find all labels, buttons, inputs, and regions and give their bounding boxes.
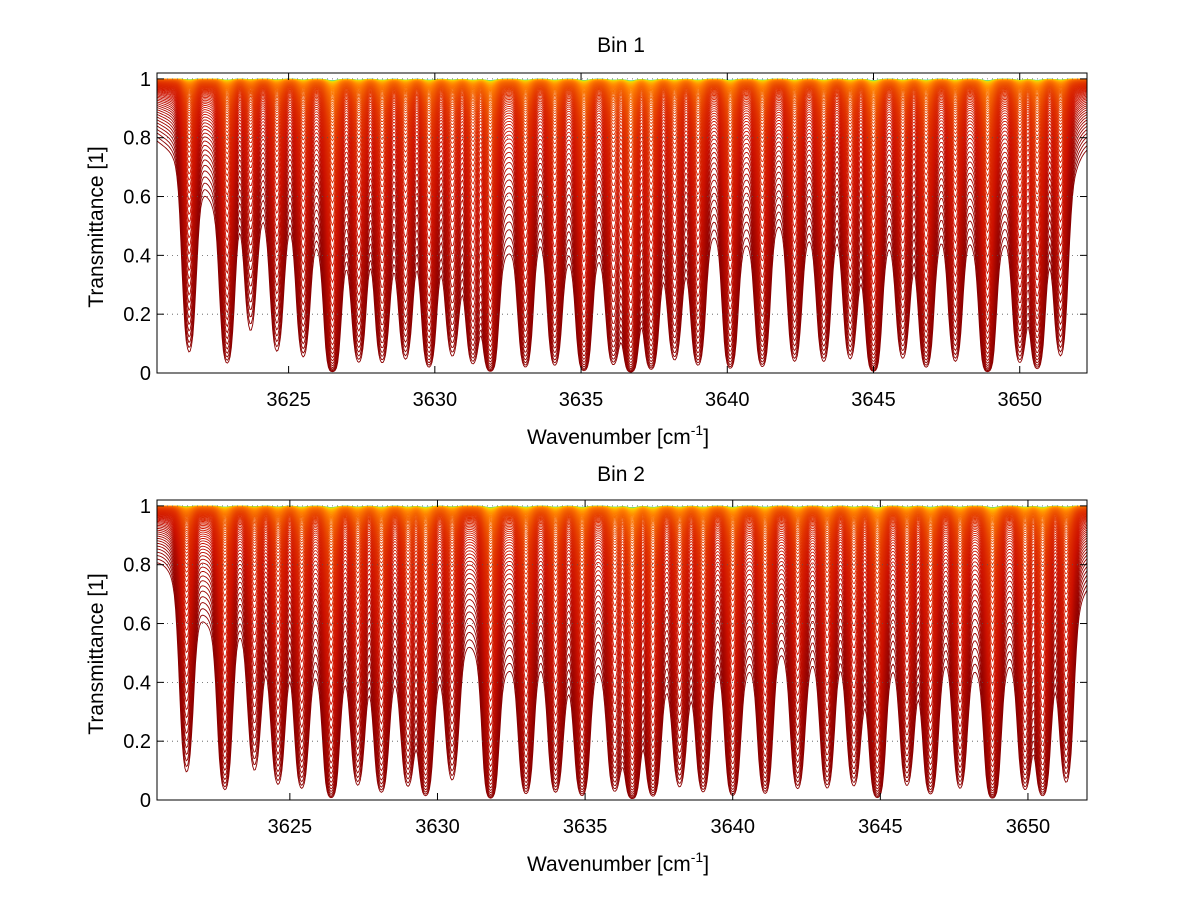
x-tick-label: 3625 xyxy=(268,816,313,838)
series-line xyxy=(157,520,1087,725)
y-tick-label: 0.8 xyxy=(123,128,151,150)
x-axis-label: Wavenumber [cm-1] xyxy=(527,849,709,876)
x-tick-label: 3640 xyxy=(710,816,755,838)
series-line xyxy=(157,514,1087,668)
chart-title: Bin 1 xyxy=(597,34,645,57)
series-line xyxy=(157,140,1087,373)
y-tick-label: 0 xyxy=(140,363,151,385)
series-line xyxy=(157,508,1087,568)
series-line xyxy=(157,518,1087,709)
series-line xyxy=(157,506,1087,542)
x-tick-label: 3645 xyxy=(858,816,903,838)
axes-box xyxy=(156,72,1088,374)
y-tick-label: 0.6 xyxy=(123,187,151,209)
y-tick-label: 0.6 xyxy=(123,614,151,636)
series-line xyxy=(157,507,1087,564)
y-axis-label: Transmittance [1] xyxy=(85,146,108,307)
series-line xyxy=(157,529,1087,767)
series-line xyxy=(157,542,1087,791)
series-line xyxy=(157,507,1087,557)
series-line xyxy=(157,510,1087,610)
series-line xyxy=(157,507,1087,553)
series-line xyxy=(157,507,1087,560)
y-tick-label: 0.4 xyxy=(123,672,151,694)
series-line xyxy=(157,516,1087,684)
series-line xyxy=(157,509,1087,598)
series-line xyxy=(157,526,1087,754)
series-line xyxy=(157,513,1087,652)
series-line xyxy=(157,516,1087,693)
series-line xyxy=(157,527,1087,761)
x-tick-label: 3645 xyxy=(851,389,896,411)
y-tick-label: 1 xyxy=(140,69,151,91)
axes-box xyxy=(156,499,1088,801)
series-line xyxy=(157,558,1087,799)
y-tick-label: 0.8 xyxy=(123,555,151,577)
x-tick-label: 3630 xyxy=(415,816,460,838)
x-tick-label: 3650 xyxy=(1006,816,1051,838)
series-line xyxy=(157,512,1087,644)
x-tick-label: 3640 xyxy=(705,389,750,411)
series-line xyxy=(157,508,1087,577)
series-line xyxy=(157,510,1087,604)
series-line xyxy=(157,548,1087,795)
x-axis-label: Wavenumber [cm-1] xyxy=(527,422,709,449)
series-layer xyxy=(157,78,1087,373)
series-line xyxy=(157,509,1087,587)
tick-layer: 3625 3630 3635 3640 3645 3650 0 0.2 0.4 0.6 0.8 1 xyxy=(123,69,1087,411)
tick-layer: 3625 3630 3635 3640 3645 3650 0 0.2 0.4 0.6 0.8 1 xyxy=(123,496,1087,838)
y-tick-label: 1 xyxy=(140,496,151,518)
series-line xyxy=(157,524,1087,747)
chart-title: Bin 2 xyxy=(597,463,645,486)
series-line xyxy=(157,511,1087,623)
series-layer xyxy=(157,505,1087,800)
series-line xyxy=(157,519,1087,717)
series-line xyxy=(157,509,1087,592)
series-line xyxy=(157,517,1087,701)
series-line xyxy=(157,510,1087,616)
x-tick-label: 3635 xyxy=(563,816,608,838)
series-line xyxy=(157,551,1087,797)
series-line xyxy=(157,508,1087,572)
y-tick-label: 0.2 xyxy=(123,304,151,326)
series-line xyxy=(157,523,1087,740)
y-axis-label: Transmittance [1] xyxy=(85,573,108,734)
y-tick-label: 0.4 xyxy=(123,245,151,267)
series-line xyxy=(157,507,1087,550)
series-line xyxy=(157,507,1087,547)
series-line xyxy=(157,545,1087,793)
x-tick-label: 3650 xyxy=(997,389,1042,411)
series-line xyxy=(157,555,1087,798)
series-line xyxy=(157,522,1087,733)
series-line xyxy=(157,562,1087,800)
series-line xyxy=(157,535,1087,781)
series-line xyxy=(157,508,1087,582)
chart-panel-bin-1: Bin 1 3625 3630 3635 3640 3645 3650 0 0.2 0.4 0.6… xyxy=(85,34,1088,449)
series-line xyxy=(157,533,1087,777)
y-tick-label: 0.2 xyxy=(123,731,151,753)
y-tick-label: 0 xyxy=(140,790,151,812)
x-tick-label: 3625 xyxy=(266,389,311,411)
series-line xyxy=(157,540,1087,788)
series-line xyxy=(157,515,1087,676)
series-line xyxy=(157,537,1087,785)
series-line xyxy=(157,512,1087,637)
x-tick-label: 3630 xyxy=(413,389,458,411)
x-tick-label: 3635 xyxy=(559,389,604,411)
chart-panel-bin-2: Bin 2 3625 3630 3635 3640 3645 3650 0 0.2 0.4 0.6… xyxy=(85,463,1088,876)
